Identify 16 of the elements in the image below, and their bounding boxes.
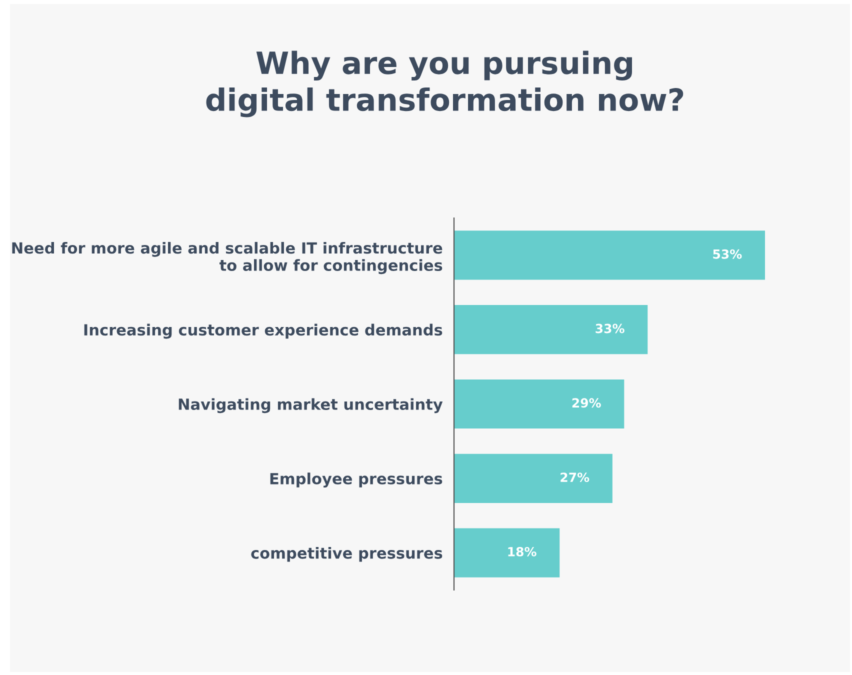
y-tick-label: Employee pressures (270, 472, 442, 488)
chart-title: Why are you pursuing digital transformation now? (206, 50, 684, 118)
bar (454, 305, 648, 354)
bar (454, 528, 560, 578)
y-tick-label: Need for more agile and scalable IT infrastructure to allow for contingencies (12, 242, 442, 274)
bar (454, 454, 612, 503)
y-tick-label: Navigating market uncertainty (178, 398, 443, 414)
bar (454, 230, 765, 280)
y-tick-label: competitive pressures (251, 546, 442, 562)
data-label: 53% (713, 249, 742, 259)
data-label: 29% (572, 398, 601, 408)
data-label: 27% (560, 472, 590, 482)
bar (454, 379, 624, 429)
y-tick-label: Increasing customer experience demands (84, 324, 442, 339)
data-label: 33% (596, 324, 624, 334)
data-label: 18% (508, 546, 536, 556)
